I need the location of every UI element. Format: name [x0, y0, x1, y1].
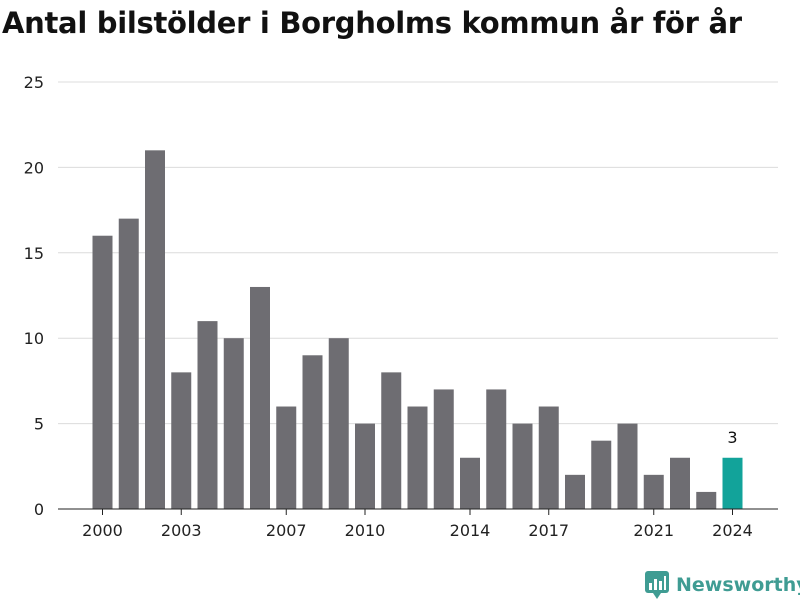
bar-2024	[722, 457, 743, 509]
y-tick-label: 10	[24, 329, 44, 348]
x-axis-ticks: 2000 2003 2007 2010 2014 2017 2021 2024	[58, 508, 778, 540]
x-tick-label: 2000	[82, 521, 123, 540]
x-tick-label: 2024	[712, 521, 753, 540]
newsworthy-logo-icon	[645, 571, 669, 599]
bar-2013	[433, 389, 454, 509]
x-tick-label: 2010	[345, 521, 386, 540]
bar-2020	[617, 423, 638, 509]
data-label: 3	[727, 428, 737, 447]
x-tick-label: 2014	[450, 521, 491, 540]
bars	[92, 150, 743, 509]
bar-2019	[591, 440, 612, 509]
bar-2008	[302, 355, 323, 509]
bar-2002	[145, 150, 165, 509]
y-axis-ticks: 0 5 10 15 20 25	[24, 73, 44, 519]
chart-title: Antal bilstölder i Borgholms kommun år f…	[2, 6, 742, 40]
bar-2000	[92, 235, 113, 509]
x-tick-label: 2007	[266, 521, 307, 540]
x-tick-label: 2021	[633, 521, 674, 540]
bar-2009	[328, 338, 349, 509]
x-tick-label: 2003	[161, 521, 202, 540]
bar-2010	[355, 423, 375, 509]
bar-2007	[276, 406, 297, 509]
bar-2017	[538, 406, 559, 509]
bar-2015	[486, 389, 507, 509]
bar-2004	[197, 321, 218, 509]
bar-2001	[118, 218, 139, 509]
y-tick-label: 20	[24, 158, 44, 177]
data-labels: 3	[727, 428, 737, 447]
bar-2018	[565, 474, 585, 509]
bar-2014	[460, 457, 480, 509]
brand-name: Newsworthy	[676, 574, 800, 596]
x-tick-label: 2017	[528, 521, 569, 540]
bar-2012	[407, 406, 428, 509]
bar-2021	[643, 474, 664, 509]
bar-2003	[171, 372, 192, 509]
y-tick-label: 15	[24, 244, 44, 263]
y-tick-label: 25	[24, 73, 44, 92]
bar-2016	[512, 423, 533, 509]
y-tick-label: 0	[34, 500, 44, 519]
bar-2011	[381, 372, 402, 509]
bar-2022	[670, 457, 690, 509]
newsworthy-brand: Newsworthy	[644, 570, 800, 600]
y-tick-label: 5	[34, 415, 44, 434]
bar-2005	[223, 338, 244, 509]
bar-2023	[696, 491, 717, 509]
bar-2006	[250, 286, 270, 509]
